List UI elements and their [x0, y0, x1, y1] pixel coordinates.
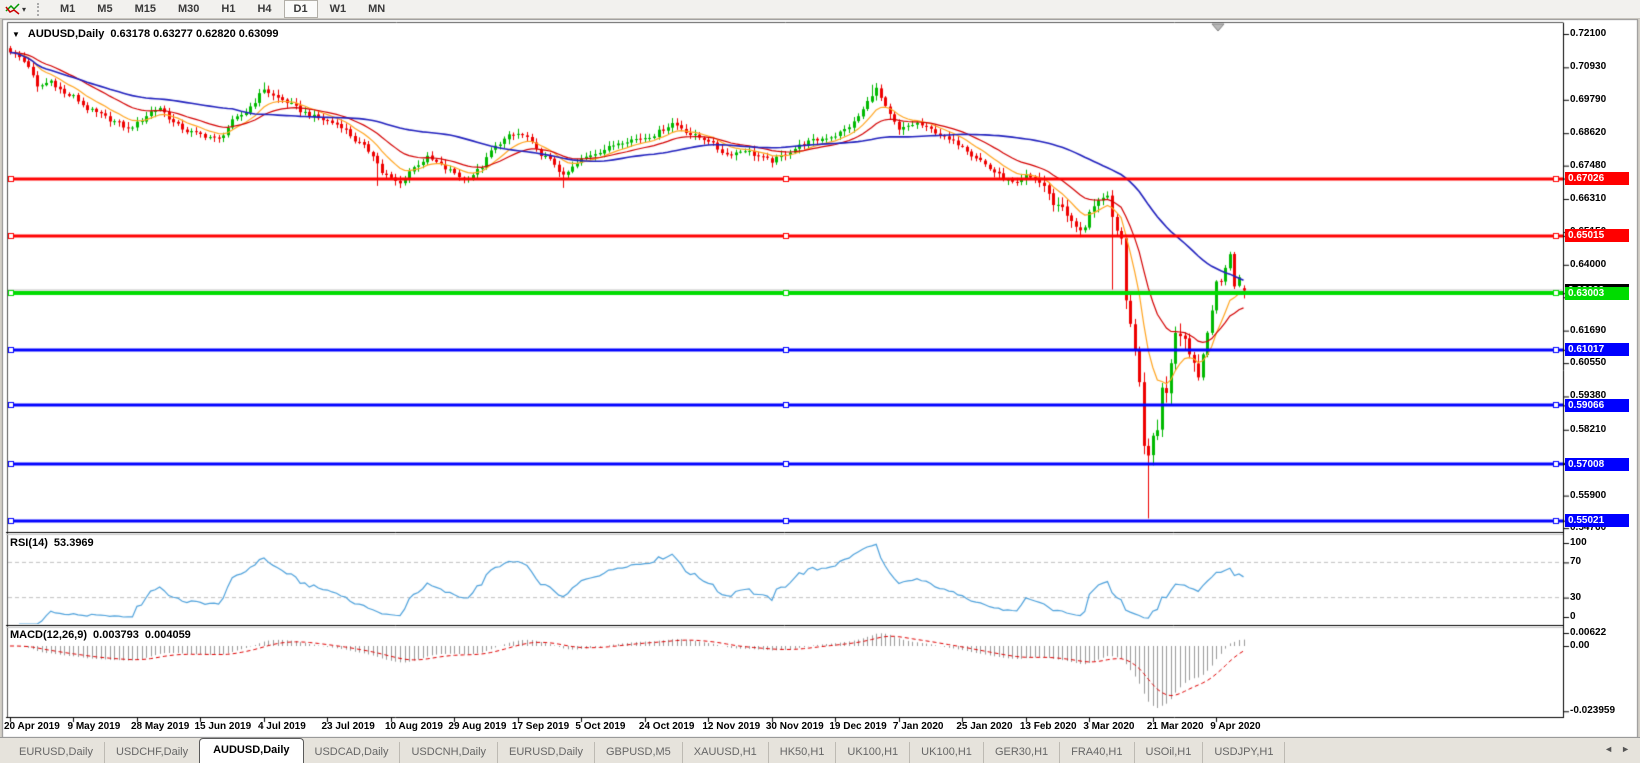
chevron-down-icon[interactable]: ▾ [22, 4, 27, 14]
chart-tab-uk100-h1[interactable]: UK100,H1 [910, 742, 984, 763]
timeframe-button-m15[interactable]: M15 [134, 3, 156, 15]
chart-tab-audusd-daily[interactable]: AUDUSD,Daily [199, 738, 304, 763]
tab-scroll-left-icon[interactable]: ◄ [1604, 744, 1614, 754]
chart-tab-uk100-h1[interactable]: UK100,H1 [836, 742, 911, 763]
chart-tab-eurusd-daily[interactable]: EURUSD,Daily [498, 742, 595, 763]
chart-tab-usdchf-daily[interactable]: USDCHF,Daily [105, 742, 201, 763]
chart-tab-bar: EURUSD,Daily USDCHF,Daily AUDUSD,Daily USDC… [0, 737, 1640, 763]
chart-tab-gbpusd-m5[interactable]: GBPUSD,M5 [595, 742, 683, 763]
timeframe-button-d1[interactable]: D1 [283, 0, 318, 18]
chart-tab-hk50-h1[interactable]: HK50,H1 [769, 742, 837, 763]
toolbar: ▾ M1 M5 M15 M30 H1 H4 D1 W1 MN [0, 0, 1640, 19]
chart-tab-usdcnh-daily[interactable]: USDCNH,Daily [400, 742, 499, 763]
tab-scroll-right-icon[interactable]: ► [1621, 744, 1630, 754]
timeframe-button-bar: M1 M5 M15 M30 H1 H4 D1 W1 MN [49, 0, 396, 18]
timeframe-button-w1[interactable]: W1 [329, 3, 347, 15]
chart-tab-xauusd-h1[interactable]: XAUUSD,H1 [683, 742, 769, 763]
chart-tab-usdjpy-h1[interactable]: USDJPY,H1 [1203, 742, 1286, 763]
chart-tab-eurusd-daily[interactable]: EURUSD,Daily [8, 742, 105, 763]
timeframe-button-mn[interactable]: MN [368, 3, 386, 15]
timeframe-button-m1[interactable]: M1 [60, 3, 76, 15]
chart-tab-ger30-h1[interactable]: GER30,H1 [984, 742, 1061, 763]
chart-tab-usoil-h1[interactable]: USOil,H1 [1135, 742, 1204, 763]
tab-scroll-arrows: ◄ ► [1604, 744, 1630, 754]
timeframe-button-h4[interactable]: H4 [257, 3, 272, 15]
toolbar-grip [37, 2, 42, 16]
chart-tab-usdcad-daily[interactable]: USDCAD,Daily [304, 742, 401, 763]
indicators-icon[interactable] [4, 2, 22, 17]
timeframe-button-m30[interactable]: M30 [177, 3, 200, 15]
timeframe-button-m5[interactable]: M5 [97, 3, 113, 15]
timeframe-button-h1[interactable]: H1 [221, 3, 236, 15]
chart-tab-fra40-h1[interactable]: FRA40,H1 [1060, 742, 1135, 763]
